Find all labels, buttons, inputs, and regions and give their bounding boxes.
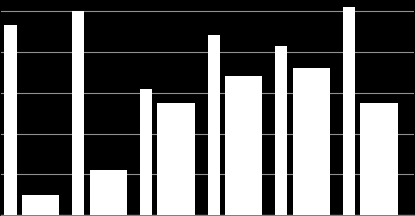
- Bar: [361, 129, 385, 215]
- Bar: [293, 129, 311, 215]
- Bar: [293, 103, 321, 215]
- Bar: [157, 129, 182, 215]
- Bar: [293, 154, 302, 215]
- Bar: [157, 154, 170, 215]
- Bar: [361, 103, 398, 215]
- Bar: [225, 76, 262, 215]
- Bar: [343, 7, 355, 215]
- Bar: [225, 113, 250, 215]
- Bar: [72, 11, 84, 215]
- Bar: [225, 138, 237, 215]
- Bar: [293, 68, 330, 215]
- Bar: [22, 195, 59, 215]
- Bar: [157, 103, 195, 215]
- Bar: [90, 170, 127, 215]
- Bar: [361, 150, 373, 215]
- Bar: [208, 35, 220, 215]
- Bar: [275, 46, 287, 215]
- Bar: [90, 185, 108, 215]
- Bar: [140, 89, 152, 215]
- Bar: [5, 25, 17, 215]
